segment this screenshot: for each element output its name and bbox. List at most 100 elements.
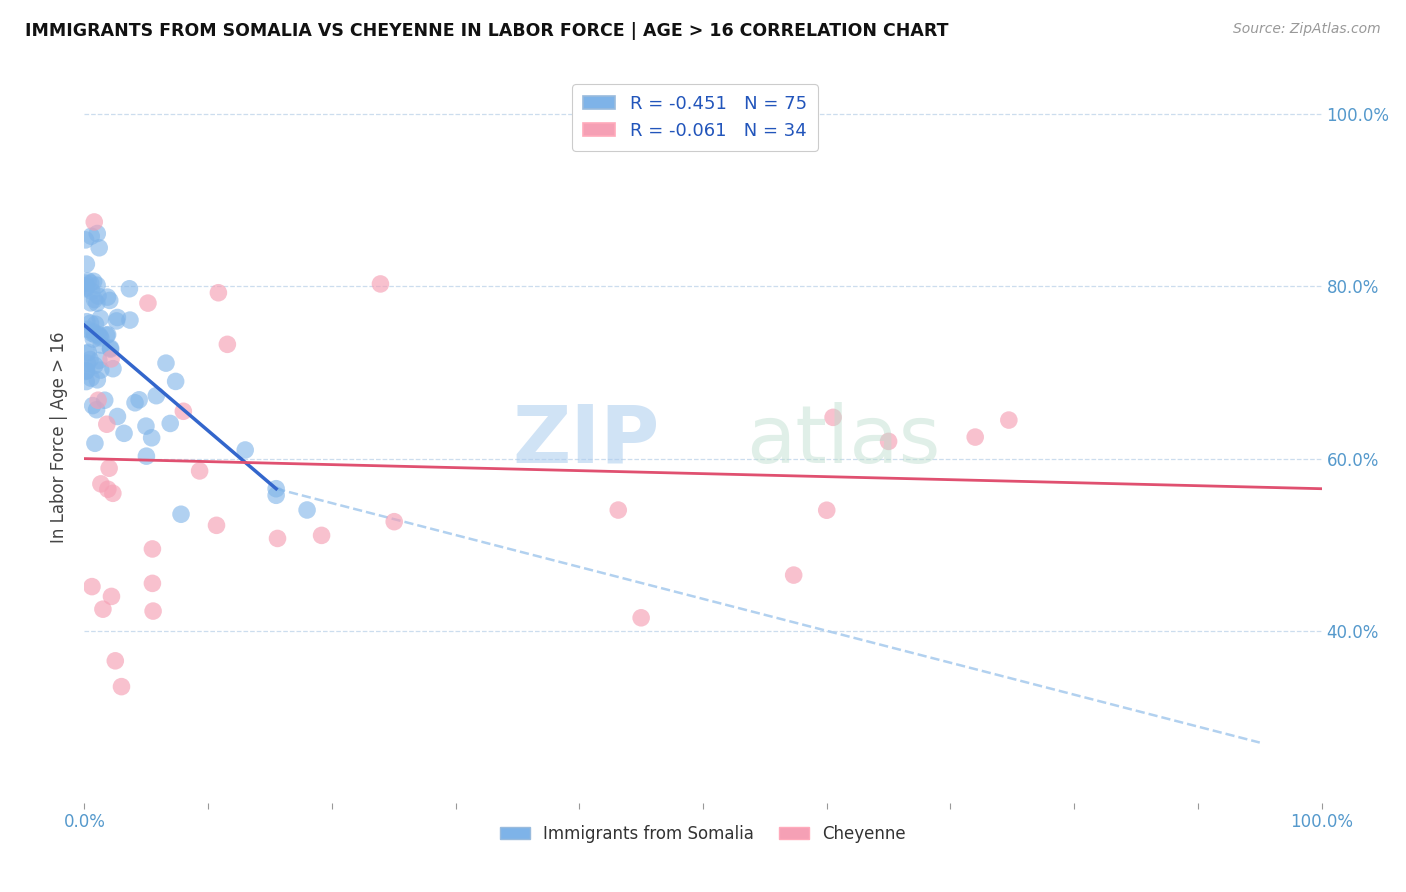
Point xyxy=(100,590,122,604)
Point xyxy=(266,532,288,546)
Point xyxy=(82,332,104,346)
Point xyxy=(823,410,845,425)
Point xyxy=(100,342,122,356)
Point xyxy=(105,314,128,328)
Point xyxy=(135,419,157,434)
Point xyxy=(207,285,229,300)
Point xyxy=(90,338,112,352)
Point xyxy=(97,327,120,342)
Point xyxy=(90,476,112,491)
Point xyxy=(89,329,111,343)
Point xyxy=(76,364,98,378)
Point xyxy=(75,257,97,271)
Point xyxy=(87,353,110,368)
Point xyxy=(100,341,122,355)
Point xyxy=(84,317,107,331)
Point xyxy=(75,276,97,290)
Text: IMMIGRANTS FROM SOMALIA VS CHEYENNE IN LABOR FORCE | AGE > 16 CORRELATION CHART: IMMIGRANTS FROM SOMALIA VS CHEYENNE IN L… xyxy=(25,22,949,40)
Point xyxy=(80,285,103,299)
Point xyxy=(76,315,98,329)
Point xyxy=(100,351,122,366)
Point xyxy=(93,393,115,408)
Point xyxy=(135,449,157,463)
Point xyxy=(165,375,187,389)
Point xyxy=(233,442,256,457)
Point xyxy=(83,327,105,342)
Point xyxy=(155,356,177,370)
Point xyxy=(382,515,405,529)
Point xyxy=(89,241,111,255)
Y-axis label: In Labor Force | Age > 16: In Labor Force | Age > 16 xyxy=(51,331,69,543)
Point xyxy=(630,611,652,625)
Point xyxy=(79,276,101,290)
Point xyxy=(90,331,112,345)
Point xyxy=(75,364,97,378)
Point xyxy=(79,316,101,330)
Point xyxy=(84,436,107,450)
Point xyxy=(264,482,287,496)
Point xyxy=(86,227,108,241)
Point xyxy=(142,604,165,618)
Point xyxy=(75,375,97,389)
Point xyxy=(98,461,121,475)
Point xyxy=(75,282,97,296)
Point xyxy=(101,486,124,500)
Point xyxy=(87,289,110,303)
Point xyxy=(101,361,124,376)
Point xyxy=(170,508,193,522)
Point xyxy=(86,296,108,310)
Point xyxy=(965,430,987,444)
Point xyxy=(217,337,239,351)
Point xyxy=(83,274,105,288)
Point xyxy=(83,215,105,229)
Point xyxy=(86,402,108,417)
Point xyxy=(205,518,228,533)
Point xyxy=(112,426,135,441)
Point xyxy=(79,296,101,310)
Point xyxy=(136,296,159,310)
Point xyxy=(82,325,104,339)
Point xyxy=(172,404,194,418)
Point xyxy=(86,278,108,293)
Point xyxy=(98,293,121,308)
Point xyxy=(877,434,900,449)
Point xyxy=(76,322,98,336)
Point xyxy=(86,373,108,387)
Point xyxy=(87,327,110,342)
Point xyxy=(87,393,110,408)
Point xyxy=(80,371,103,385)
Point xyxy=(75,279,97,293)
Point xyxy=(104,654,127,668)
Point xyxy=(159,417,181,431)
Point xyxy=(96,417,118,432)
Point xyxy=(96,328,118,343)
Point xyxy=(82,399,104,413)
Point xyxy=(141,541,163,556)
Point xyxy=(118,282,141,296)
Point xyxy=(782,568,804,582)
Point xyxy=(815,503,838,517)
Point xyxy=(118,313,141,327)
Point xyxy=(91,602,114,616)
Point xyxy=(75,364,97,378)
Point xyxy=(998,413,1021,427)
Point xyxy=(295,503,318,517)
Text: atlas: atlas xyxy=(747,401,941,480)
Point xyxy=(75,280,97,294)
Point xyxy=(80,229,103,244)
Point xyxy=(83,359,105,373)
Point xyxy=(75,346,97,360)
Point xyxy=(145,389,167,403)
Point xyxy=(311,528,333,542)
Legend: Immigrants from Somalia, Cheyenne: Immigrants from Somalia, Cheyenne xyxy=(494,818,912,849)
Point xyxy=(128,392,150,407)
Point xyxy=(79,352,101,367)
Point xyxy=(90,363,112,377)
Point xyxy=(89,311,111,326)
Point xyxy=(370,277,392,291)
Point xyxy=(77,345,100,359)
Point xyxy=(607,503,630,517)
Point xyxy=(77,274,100,288)
Point xyxy=(124,396,146,410)
Text: ZIP: ZIP xyxy=(512,401,659,480)
